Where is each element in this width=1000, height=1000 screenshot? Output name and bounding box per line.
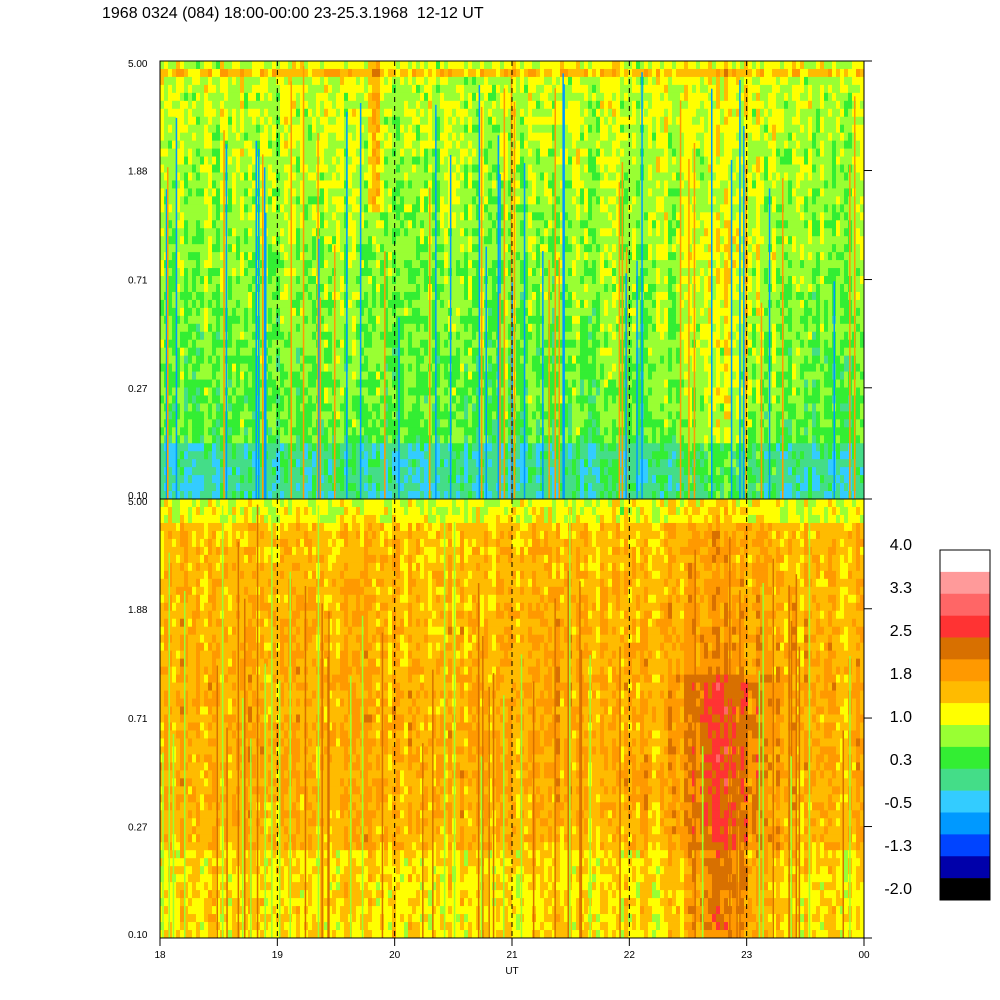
upper-spectrogram-panel	[160, 61, 864, 499]
lower-spectrogram-panel	[160, 499, 864, 938]
colorbar-swatch	[940, 550, 990, 573]
colorbar-swatch	[940, 703, 990, 726]
colorbar-swatch	[940, 659, 990, 682]
colorbar-swatch	[940, 878, 990, 901]
colorbar-label: 3.3	[890, 580, 912, 597]
colorbar-label: -2.0	[884, 881, 912, 898]
y-tick-label: 0.27	[128, 823, 148, 834]
colorbar-swatch	[940, 834, 990, 857]
y-tick-label: 0.71	[128, 276, 148, 287]
x-tick-label: 18	[154, 950, 166, 961]
colorbar-swatch	[940, 768, 990, 791]
colorbar-swatch	[940, 812, 990, 835]
colorbar-swatch	[940, 790, 990, 813]
colorbar-swatch	[940, 856, 990, 879]
colorbar-label: 1.8	[890, 666, 912, 683]
colorbar: 4.0 3.3 2.5 1.8 1.0 0.3 -0.5 -1.3 -2.0	[884, 537, 991, 901]
y-tick-label: 1.88	[128, 167, 148, 178]
colorbar-swatch	[940, 571, 990, 595]
colorbar-label: 1.0	[890, 709, 912, 726]
axes-layer: 5.001.880.710.270.105.001.880.710.270.10…	[128, 59, 872, 977]
y-tick-label: 0.10	[128, 491, 148, 502]
colorbar-frame	[939, 549, 991, 901]
colorbar-label: -1.3	[884, 838, 912, 855]
colorbar-swatch	[940, 725, 990, 748]
colorbar-swatch	[940, 681, 990, 704]
chart-title: 1968 0324 (084) 18:00-00:00 23-25.3.1968…	[102, 5, 484, 22]
x-tick-label: 23	[741, 950, 753, 961]
colorbar-swatch	[940, 593, 990, 616]
y-tick-label: 0.10	[128, 930, 148, 941]
colorbar-label: 2.5	[890, 623, 912, 640]
colorbar-swatch	[940, 615, 990, 638]
colorbar-label: 0.3	[890, 752, 912, 769]
colorbar-label: -0.5	[884, 795, 912, 812]
colorbar-label: 4.0	[890, 537, 912, 554]
colorbar-swatch	[940, 746, 990, 770]
x-tick-label: 22	[624, 950, 636, 961]
y-tick-label: 0.71	[128, 714, 148, 725]
colorbar-swatch	[940, 637, 990, 660]
y-tick-label: 5.00	[128, 497, 148, 508]
x-tick-label: 21	[506, 950, 518, 961]
x-tick-label: 19	[272, 950, 284, 961]
x-axis-label: UT	[505, 966, 518, 977]
y-tick-label: 0.27	[128, 384, 148, 395]
x-tick-label: 20	[389, 950, 401, 961]
x-tick-label: 00	[858, 950, 870, 961]
y-tick-label: 5.00	[128, 59, 148, 70]
y-tick-label: 1.88	[128, 605, 148, 616]
